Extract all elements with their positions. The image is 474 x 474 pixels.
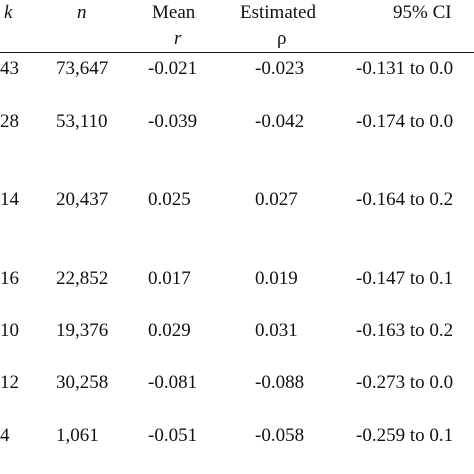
cell-estimated-rho: 0.019	[255, 268, 298, 289]
header-ci: 95% CI	[393, 2, 452, 23]
header-estimated: Estimated	[240, 2, 316, 23]
cell-k: 43	[0, 58, 19, 79]
cell-n: 30,258	[56, 372, 109, 393]
cell-ci: -0.147 to 0.1	[356, 268, 454, 289]
cell-estimated-rho: -0.023	[255, 58, 305, 79]
cell-estimated-rho: -0.088	[255, 372, 305, 393]
cell-mean-r: -0.021	[148, 58, 198, 79]
cell-n: 53,110	[56, 111, 108, 132]
cell-k: 16	[0, 268, 19, 289]
cell-mean-r: -0.039	[148, 111, 198, 132]
cell-estimated-rho: -0.042	[255, 111, 305, 132]
cell-ci: -0.131 to 0.0	[356, 58, 454, 79]
cell-k: 4	[0, 425, 10, 446]
cell-n: 73,647	[56, 58, 109, 79]
cell-mean-r: -0.081	[148, 372, 198, 393]
cell-n: 22,852	[56, 268, 109, 289]
cell-estimated-rho: 0.031	[255, 320, 298, 341]
cell-k: 10	[0, 320, 19, 341]
cell-k: 12	[0, 372, 19, 393]
header-rule	[0, 52, 474, 53]
cell-k: 14	[0, 189, 19, 210]
header-mean-r: r	[174, 28, 182, 49]
cell-estimated-rho: 0.027	[255, 189, 298, 210]
header-n: n	[77, 2, 87, 23]
cell-n: 20,437	[56, 189, 109, 210]
cell-estimated-rho: -0.058	[255, 425, 305, 446]
header-estimated-rho: ρ	[277, 28, 287, 49]
cell-ci: -0.164 to 0.2	[356, 189, 454, 210]
header-k: k	[4, 2, 13, 23]
cell-n: 19,376	[56, 320, 109, 341]
cell-n: 1,061	[56, 425, 99, 446]
cell-ci: -0.259 to 0.1	[356, 425, 454, 446]
cell-mean-r: 0.017	[148, 268, 191, 289]
cell-ci: -0.273 to 0.0	[356, 372, 454, 393]
cell-ci: -0.163 to 0.2	[356, 320, 454, 341]
cell-ci: -0.174 to 0.0	[356, 111, 454, 132]
cell-mean-r: -0.051	[148, 425, 198, 446]
cell-k: 28	[0, 111, 19, 132]
header-mean: Mean	[152, 2, 196, 23]
cell-mean-r: 0.029	[148, 320, 191, 341]
cell-mean-r: 0.025	[148, 189, 191, 210]
